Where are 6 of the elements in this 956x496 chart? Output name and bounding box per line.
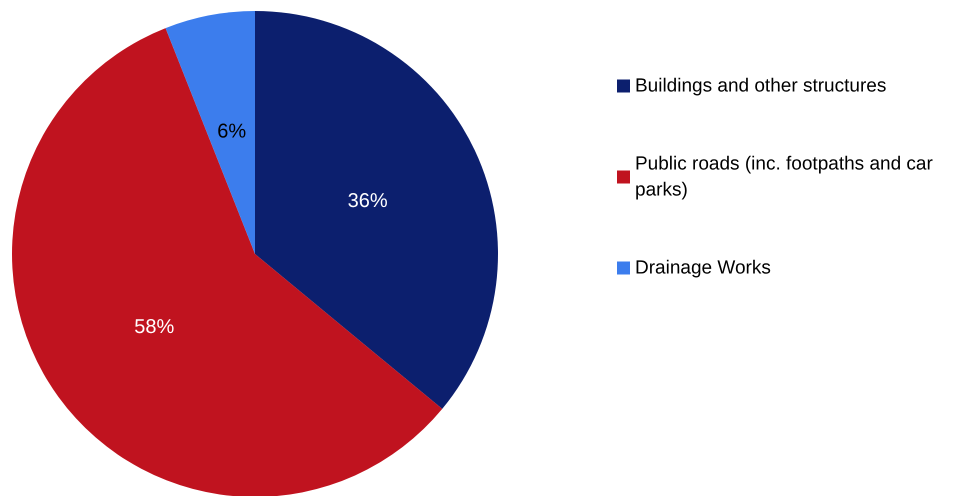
data-label: 58% (134, 316, 175, 338)
legend-label: Drainage Works (635, 258, 771, 278)
legend-label: Buildings and other structures (635, 76, 886, 96)
data-label: 36% (348, 190, 388, 212)
data-label: 6% (217, 120, 246, 143)
legend-label: Public roads (inc. footpaths and car parks) (635, 154, 938, 200)
